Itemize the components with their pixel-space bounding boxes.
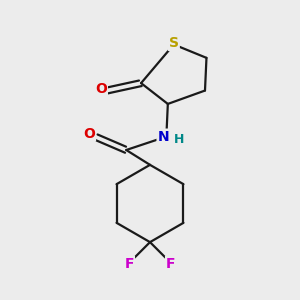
Text: O: O	[95, 82, 107, 96]
Text: F: F	[124, 256, 134, 271]
Text: N: N	[158, 130, 169, 144]
Text: O: O	[83, 127, 95, 141]
Text: F: F	[166, 256, 176, 271]
Text: H: H	[174, 133, 184, 146]
Text: S: S	[169, 36, 179, 50]
